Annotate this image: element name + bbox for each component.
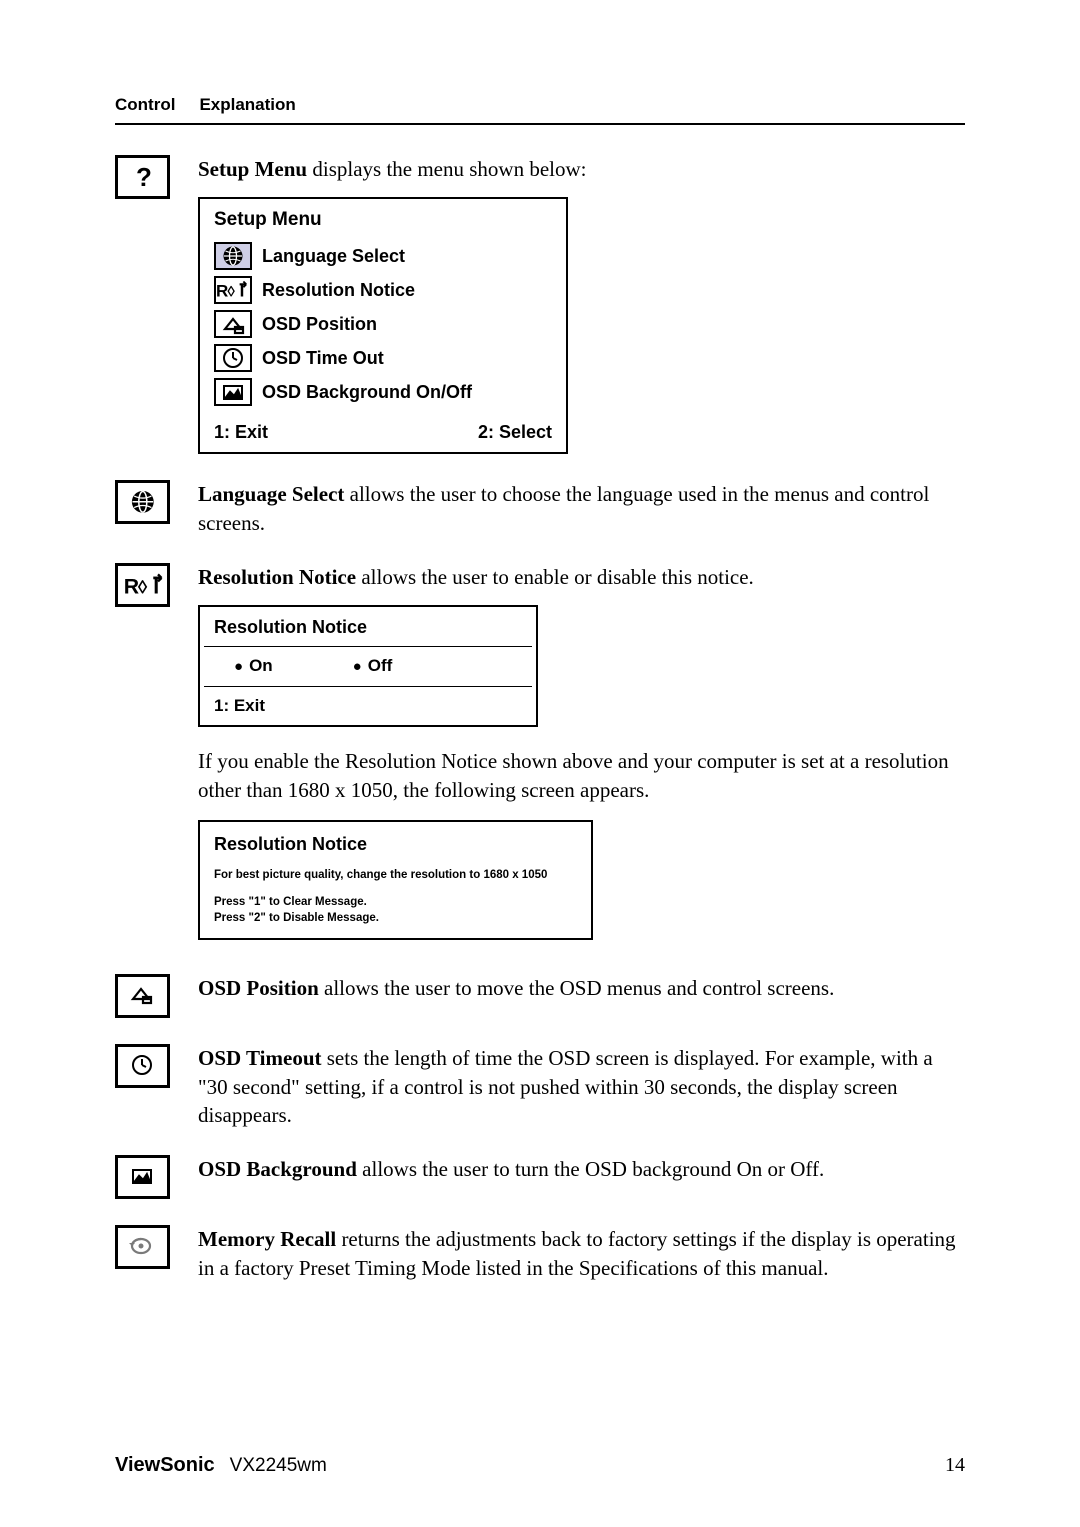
background-icon [115,1155,170,1199]
osd-row-position[interactable]: OSD Position [200,307,566,341]
page-footer: ViewSonic VX2245wm 14 [115,1454,965,1477]
language-select-text: Language Select allows the user to choos… [198,480,965,537]
osd-timeout-section: OSD Timeout sets the length of time the … [115,1044,965,1129]
osd-background-section: OSD Background allows the user to turn t… [115,1155,965,1199]
memory-recall-text: Memory Recall returns the adjustments ba… [198,1225,965,1282]
resolution-notice-popup: Resolution Notice For best picture quali… [198,820,593,940]
language-select-section: Language Select allows the user to choos… [115,480,965,537]
osd-row-timeout[interactable]: OSD Time Out [200,341,566,375]
osd-position-section: OSD Position allows the user to move the… [115,974,965,1018]
clock-icon [214,344,252,372]
osd-background-text: OSD Background allows the user to turn t… [198,1155,965,1183]
recall-icon [115,1225,170,1269]
background-icon [214,378,252,406]
osd-row-background[interactable]: OSD Background On/Off [200,375,566,414]
osd-title: Setup Menu [200,199,566,239]
page-number: 14 [945,1454,965,1477]
osd-select: 2: Select [478,420,552,444]
memory-recall-section: Memory Recall returns the adjustments ba… [115,1225,965,1282]
globe-icon [214,242,252,270]
popup-line1: For best picture quality, change the res… [214,868,577,884]
footer-brand-model: ViewSonic VX2245wm [115,1454,327,1477]
position-icon [214,310,252,338]
resolution-notice-para2: If you enable the Resolution Notice show… [198,747,965,804]
popup-line2: Press "1" to Clear Message. Press "2" to… [214,894,577,926]
table-header: Control Explanation [115,95,965,115]
globe-icon [115,480,170,524]
resolution-icon [115,563,170,607]
resolution-notice-text: Resolution Notice allows the user to ena… [198,563,965,591]
osd-row-resolution[interactable]: Resolution Notice [200,273,566,307]
osd-footer: 1: Exit 2: Select [200,414,566,452]
setup-menu-osd: Setup Menu Language Select Resolution No… [198,197,568,454]
clock-icon [115,1044,170,1088]
header-explanation: Explanation [199,95,295,115]
rn-on-option[interactable]: On [234,655,273,678]
osd-timeout-text: OSD Timeout sets the length of time the … [198,1044,965,1129]
setup-menu-section: Setup Menu displays the menu shown below… [115,155,965,454]
header-control: Control [115,95,175,115]
rn-exit: 1: Exit [200,687,536,726]
rn-title: Resolution Notice [200,607,536,645]
setup-menu-intro: Setup Menu displays the menu shown below… [198,155,965,183]
resolution-icon [214,276,252,304]
osd-position-text: OSD Position allows the user to move the… [198,974,965,1002]
header-rule [115,123,965,125]
osd-row-language[interactable]: Language Select [200,239,566,273]
resolution-notice-osd: Resolution Notice On Off 1: Exit [198,605,538,727]
position-icon [115,974,170,1018]
question-icon [115,155,170,199]
rn-off-option[interactable]: Off [353,655,393,678]
resolution-notice-section: Resolution Notice allows the user to ena… [115,563,965,948]
osd-exit: 1: Exit [214,420,268,444]
popup-title: Resolution Notice [214,832,577,856]
